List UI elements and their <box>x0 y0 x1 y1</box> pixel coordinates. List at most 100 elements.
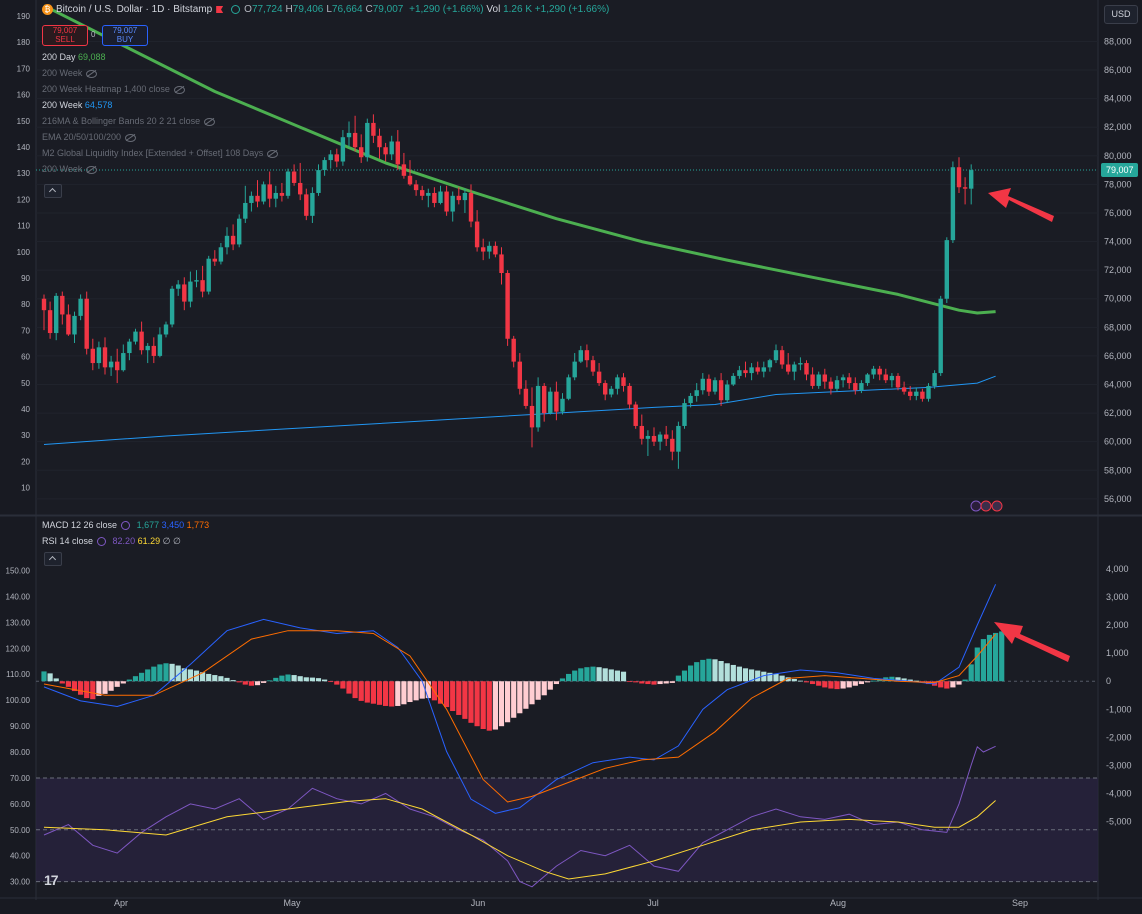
legend-item[interactable]: 200 Week Heatmap 1,400 close <box>42 81 278 97</box>
candle-body <box>298 182 303 195</box>
macd-tick: 0 <box>1106 676 1111 686</box>
histogram-bar <box>895 677 901 682</box>
histogram-bar <box>675 675 681 682</box>
candle-body <box>895 375 901 388</box>
ohlc-value: 79,007 <box>372 4 404 16</box>
rsi-legend[interactable]: RSI 14 close 82.20 61.29 ∅ ∅ <box>42 533 181 549</box>
eye-hidden-icon[interactable] <box>204 117 216 126</box>
settings-icon[interactable] <box>121 521 131 531</box>
candle-body <box>932 373 937 386</box>
eye-hidden-icon[interactable] <box>86 165 98 174</box>
eye-hidden-icon[interactable] <box>125 133 137 142</box>
eye-hidden-icon[interactable] <box>173 85 185 94</box>
histogram-bar <box>498 681 505 727</box>
symbol-header[interactable]: ₿ Bitcoin / U.S. Dollar · 1D · Bitstamp O7… <box>42 4 609 15</box>
collapse-icon[interactable] <box>44 552 62 566</box>
legend-item[interactable]: M2 Global Liquidity Index [Extended + Of… <box>42 145 279 161</box>
candle-body <box>749 367 754 374</box>
legend-item[interactable]: 200 Day 69,088 <box>42 49 278 65</box>
legend-item[interactable]: 200 Week <box>42 65 278 81</box>
left-tick: 100 <box>17 248 31 257</box>
spread-value: 0 <box>91 30 96 39</box>
eye-hidden-icon[interactable] <box>267 149 279 158</box>
histogram-bar <box>840 681 846 689</box>
currency-selector[interactable]: USD <box>1104 5 1138 24</box>
legend-item[interactable]: 200 Week 64,578 <box>42 97 278 113</box>
macd-tick: 3,000 <box>1106 592 1129 602</box>
eye-hidden-icon[interactable] <box>86 69 98 78</box>
settings-icon[interactable] <box>97 537 107 547</box>
rsi-band-fill <box>36 777 1098 882</box>
left-tick: 190 <box>17 12 31 21</box>
histogram-bar <box>230 680 236 682</box>
candle-body <box>523 388 529 406</box>
candle-body <box>444 191 449 212</box>
rsi-name: RSI 14 close <box>42 536 94 546</box>
collapse-icon[interactable] <box>44 184 62 198</box>
histogram-bar <box>425 681 431 699</box>
histogram-bar <box>114 681 120 687</box>
flag-icon[interactable] <box>216 6 224 13</box>
histogram-bar <box>291 675 297 682</box>
candle-body <box>432 192 437 203</box>
legend-item[interactable]: 200 Week <box>42 161 278 177</box>
histogram-bar <box>303 677 309 682</box>
left-tick: 60 <box>21 353 30 362</box>
candle-body <box>420 190 425 196</box>
candle-body <box>169 288 175 325</box>
candle-body <box>505 273 510 339</box>
rsi-value-2: 61.29 <box>137 536 161 546</box>
candle-body <box>621 377 626 386</box>
histogram-bar <box>340 681 346 689</box>
histogram-bar <box>938 681 944 688</box>
price-tick: 68,000 <box>1104 322 1132 332</box>
candle-body <box>279 192 285 196</box>
left-tick: 80 <box>21 300 30 309</box>
legend-item[interactable]: EMA 20/50/100/200 <box>42 129 278 145</box>
candle-body <box>816 374 821 386</box>
histogram-bar <box>401 681 407 705</box>
ohlc-key: H <box>285 4 293 16</box>
rsi-tick: 60.00 <box>10 800 31 809</box>
candle-body <box>883 374 888 381</box>
flag-us-icon <box>980 500 992 512</box>
histogram-bar <box>907 679 913 682</box>
indicator-legend[interactable]: 200 Day 69,088 200 Week 200 Week Heatmap 1… <box>42 49 279 177</box>
candle-body <box>535 385 541 428</box>
flag-us-icon <box>991 500 1003 512</box>
buy-button[interactable]: 79,007 BUY <box>102 25 148 46</box>
ohlc-key: L <box>326 4 332 16</box>
candle-body <box>255 195 260 202</box>
macd-tick: 1,000 <box>1106 648 1129 658</box>
candle-body <box>163 324 169 335</box>
macd-legend[interactable]: MACD 12 26 close 1,677 3,450 1,773 <box>42 517 209 533</box>
histogram-bar <box>181 668 187 682</box>
histogram-bar <box>212 675 218 682</box>
candle-body <box>828 381 834 389</box>
lightning-icon <box>970 500 982 512</box>
histogram-bar <box>712 659 718 682</box>
histogram-bar <box>993 632 999 682</box>
histogram-bar <box>492 681 498 730</box>
candle-body <box>688 395 693 404</box>
candle-body <box>548 391 553 414</box>
candle-body <box>328 154 333 161</box>
histogram-bar <box>968 664 974 682</box>
candle-body <box>249 195 254 203</box>
histogram-bar <box>462 681 468 719</box>
candle-body <box>786 364 791 372</box>
price-tick: 64,000 <box>1104 380 1132 390</box>
candle-body <box>133 331 138 342</box>
rsi-lines <box>43 745 996 888</box>
legend-item[interactable]: 216MA & Bollinger Bands 20 2 21 close <box>42 113 278 129</box>
symbol-title[interactable]: Bitcoin / U.S. Dollar · 1D · Bitstamp <box>56 4 213 16</box>
histogram-bar <box>389 681 395 707</box>
histogram-bar <box>96 681 102 696</box>
candle-body <box>212 258 217 262</box>
histogram-bar <box>633 681 639 683</box>
sell-button[interactable]: 79,007 SELL <box>42 25 88 46</box>
candle-body <box>41 298 47 311</box>
candle-body <box>926 385 931 399</box>
histogram-bar <box>553 681 559 685</box>
